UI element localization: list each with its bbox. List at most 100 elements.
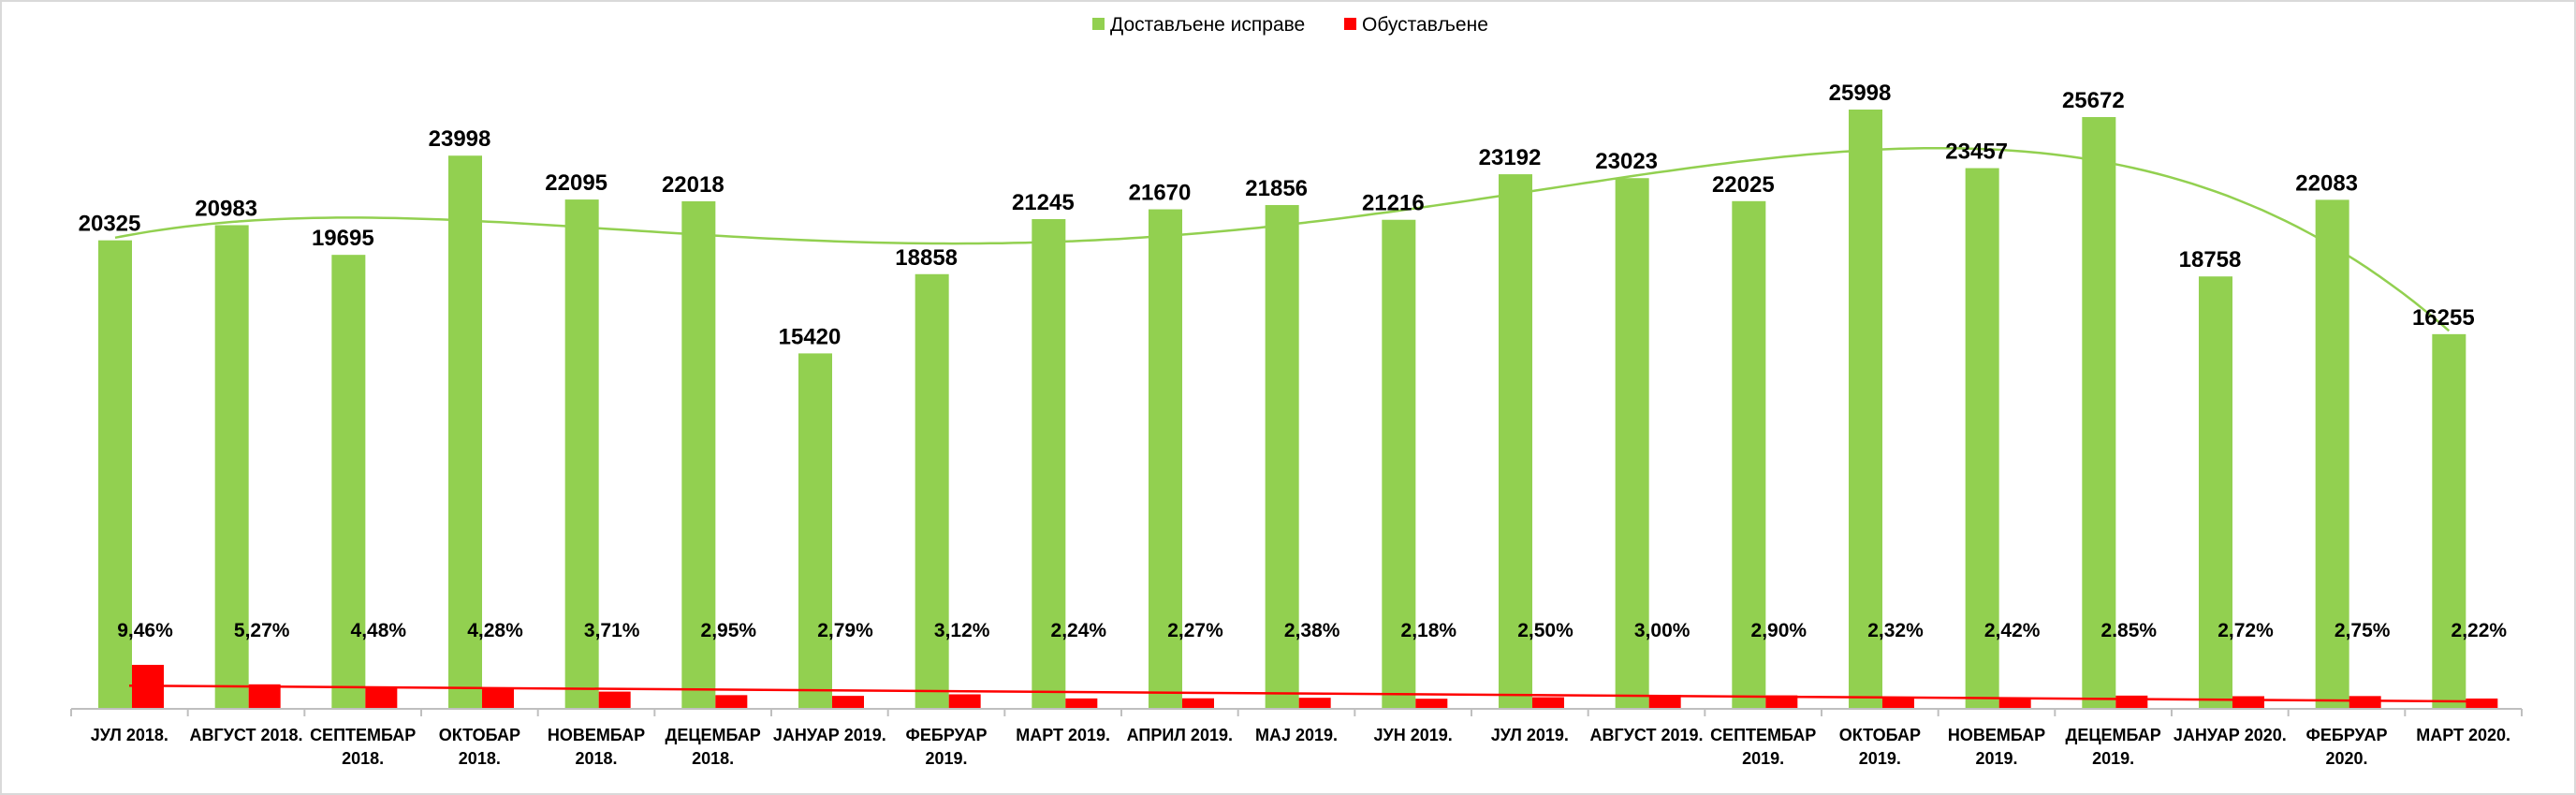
green-value-label: 22095 [545, 170, 607, 196]
red-bar [365, 687, 398, 709]
x-tick-label: МАРТ 2019. [1016, 726, 1110, 744]
green-value-label: 21856 [1245, 176, 1308, 201]
red-value-label: 2,32% [1867, 620, 1924, 641]
red-bar [948, 694, 981, 709]
green-bar [214, 225, 249, 709]
legend-label-green: Достављене исправе [1110, 14, 1305, 36]
x-tick-label: АВГУСТ 2018. [190, 726, 303, 744]
x-tick-label: 2018. [692, 749, 734, 768]
green-value-label: 21670 [1129, 181, 1192, 206]
legend: Достављене исправе Обустављене [1092, 14, 1488, 36]
red-bar [598, 691, 631, 709]
x-tick-label: ОКТОБАР [439, 726, 520, 744]
x-axis-labels: ЈУЛ 2018. АВГУСТ 2018. СЕПТЕМБАР 2018. ОКТОБ… [91, 726, 2510, 768]
x-tick-label: НОВЕМБАР [1948, 726, 2045, 744]
x-tick-label: АВГУСТ 2019. [1590, 726, 1704, 744]
green-bar [681, 200, 716, 710]
red-value-label: 2,79% [817, 620, 873, 641]
green-bar [2199, 276, 2232, 709]
x-tick-label: ДЕЦЕМБАР [666, 726, 761, 744]
green-value-label: 18858 [895, 245, 958, 271]
legend-label-red: Обустављене [1362, 14, 1488, 36]
green-bar [564, 199, 599, 709]
red-value-label: 2,18% [1401, 620, 1457, 641]
green-bar [915, 273, 949, 709]
green-value-label: 16255 [2412, 305, 2475, 331]
red-bar [2115, 695, 2148, 709]
x-tick-label: МАЈ 2019. [1255, 726, 1338, 744]
green-trendline [114, 146, 2451, 332]
red-value-label: 3,00% [1634, 620, 1690, 641]
green-bar [2082, 117, 2116, 710]
red-bar [1648, 695, 1681, 709]
x-tick-label: 2019. [1975, 749, 2017, 768]
x-tick-label: 2018. [575, 749, 617, 768]
legend-swatch-red [1344, 18, 1356, 30]
red-bar [248, 684, 281, 709]
red-value-label: 2,50% [1517, 620, 1573, 641]
green-value-label: 21245 [1012, 190, 1075, 215]
x-tick-label: 2019. [925, 749, 967, 768]
red-bar [1415, 699, 1448, 709]
x-tick-label: ЈАНУАР 2019. [773, 726, 886, 744]
green-value-label: 22025 [1712, 172, 1775, 198]
green-bar [2315, 199, 2349, 709]
x-axis-ticks [70, 709, 2523, 716]
red-bars [132, 665, 2498, 709]
red-bar [2349, 696, 2381, 709]
green-bar [1965, 168, 1999, 710]
x-tick-label: ЈУЛ 2018. [91, 726, 168, 744]
green-bar [1265, 204, 1299, 709]
green-bar [1615, 178, 1649, 710]
red-trendline [128, 684, 2482, 703]
red-value-label: 2,38% [1284, 620, 1340, 641]
x-tick-label: 2020. [2325, 749, 2367, 768]
x-tick-label: 2019. [1859, 749, 1901, 768]
x-tick-label: АПРИЛ 2019. [1127, 726, 1233, 744]
green-value-label: 22083 [2295, 170, 2358, 196]
green-value-label: 23023 [1595, 149, 1658, 174]
green-bar [1849, 110, 1882, 709]
green-value-labels: 20325 20983 19695 23998 22095 22018 15420 18858… [79, 81, 2475, 349]
red-value-label: 4,48% [351, 620, 407, 641]
green-bar [1032, 219, 1066, 709]
legend-swatch-green [1092, 18, 1105, 30]
green-value-label: 25998 [1829, 81, 1892, 106]
green-bar [448, 155, 482, 709]
red-value-label: 2,90% [1751, 620, 1808, 641]
red-bar [482, 688, 514, 709]
red-bar [832, 696, 864, 709]
red-value-label: 2,22% [2452, 620, 2508, 641]
red-value-label: 5,27% [234, 620, 290, 641]
red-bar [1298, 698, 1331, 709]
x-tick-label: СЕПТЕМБАР [310, 726, 416, 744]
x-tick-label: ЈУН 2019. [1374, 726, 1453, 744]
x-tick-label: ОКТОБАР [1839, 726, 1921, 744]
green-value-label: 18758 [2179, 247, 2242, 272]
x-tick-label: ДЕЦЕМБАР [2066, 726, 2161, 744]
red-bar [1182, 698, 1214, 709]
red-value-label: 9,46% [117, 620, 173, 641]
x-tick-label: 2019. [2092, 749, 2134, 768]
x-tick-label: ЈАНУАР 2020. [2174, 726, 2287, 744]
red-bar [1765, 695, 1798, 709]
red-bar [2232, 696, 2264, 709]
red-bar [1532, 697, 1564, 709]
red-bar [715, 695, 748, 709]
green-value-label: 22018 [662, 172, 724, 198]
x-tick-label: ФЕБРУАР [906, 726, 988, 744]
green-bar [2432, 333, 2466, 709]
x-tick-label: ЈУЛ 2019. [1491, 726, 1569, 744]
x-tick-label: 2018. [459, 749, 501, 768]
x-tick-label: ФЕБРУАР [2306, 726, 2388, 744]
x-tick-label: 2018. [342, 749, 384, 768]
green-bar [1499, 174, 1532, 710]
red-bar [1065, 698, 1098, 709]
red-bar [2466, 698, 2498, 709]
red-value-label: 2,27% [1167, 620, 1223, 641]
x-tick-label: НОВЕМБАР [548, 726, 645, 744]
red-value-label: 2,24% [1051, 620, 1107, 641]
green-value-label: 15420 [779, 324, 842, 349]
